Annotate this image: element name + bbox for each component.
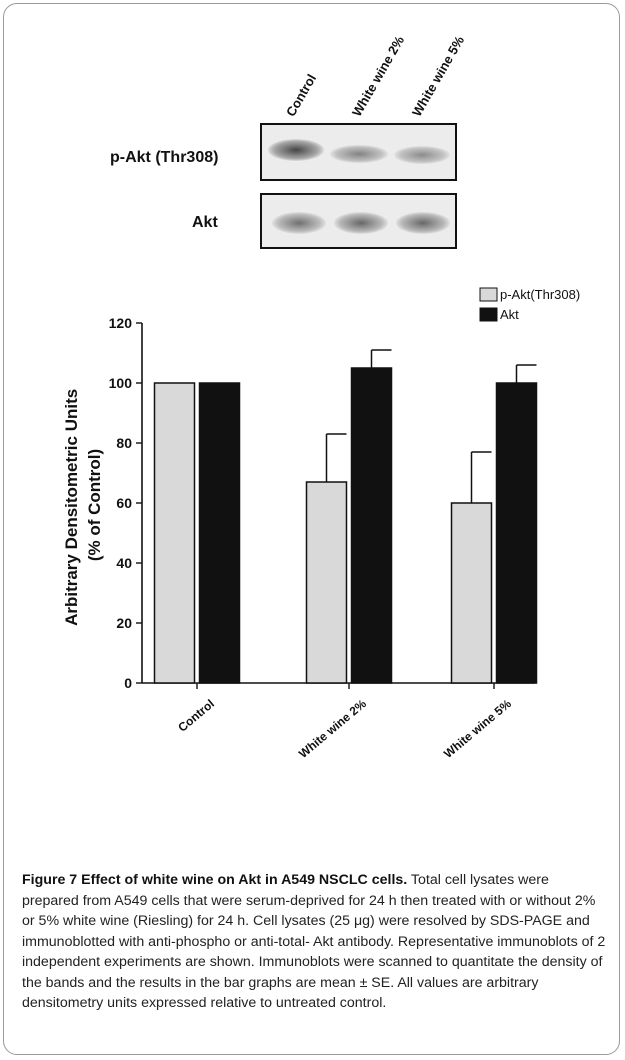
legend-label: p-Akt(Thr308): [500, 287, 580, 302]
bar: [307, 482, 347, 683]
blot-panel-akt: [260, 193, 457, 249]
caption-title: Figure 7 Effect of white wine on Akt in …: [22, 872, 407, 888]
y-tick-label: 100: [109, 375, 133, 391]
y-tick-label: 80: [116, 435, 132, 451]
blot-band: [396, 212, 450, 234]
figure-caption: Figure 7 Effect of white wine on Akt in …: [22, 870, 607, 1014]
x-tick-label: White wine 2%: [296, 696, 369, 761]
caption-text: Total cell lysates were prepared from A5…: [22, 872, 605, 1011]
blot-row-label-akt: Akt: [192, 214, 218, 232]
y-tick-label: 40: [116, 555, 132, 571]
chart-legend: p-Akt(Thr308) Akt: [480, 287, 580, 322]
bar: [352, 368, 392, 683]
blot-panel-p-akt: [260, 123, 457, 181]
y-axis-label: Arbitrary Densitometric Units (% of Cont…: [62, 384, 104, 626]
y-tick-label: 20: [116, 615, 132, 631]
bar: [200, 383, 240, 683]
blot-band: [334, 212, 388, 234]
legend-swatch: [480, 308, 497, 321]
y-tick-label: 120: [109, 315, 133, 331]
legend-label: Akt: [500, 307, 519, 322]
y-tick-label: 60: [116, 495, 132, 511]
bar: [452, 503, 492, 683]
bar: [497, 383, 537, 683]
blot-band: [330, 145, 388, 163]
blot-band: [272, 212, 326, 234]
blot-row-label-p-akt: p-Akt (Thr308): [110, 149, 218, 167]
x-tick-label: White wine 5%: [441, 696, 514, 761]
blot-band: [268, 139, 324, 161]
blot-band: [394, 146, 450, 164]
bar-chart: Arbitrary Densitometric Units (% of Cont…: [0, 270, 625, 790]
x-tick-label: Control: [175, 697, 217, 735]
bar: [155, 383, 195, 683]
legend-swatch: [480, 288, 497, 301]
plot-area: 0 20 40 60 80 100 120 Control White wine 2% White…: [109, 315, 537, 761]
y-tick-label: 0: [124, 675, 132, 691]
y-axis-label-line-1: Arbitrary Densitometric Units: [62, 389, 81, 626]
y-axis-label-line-2: (% of Control): [85, 449, 104, 561]
